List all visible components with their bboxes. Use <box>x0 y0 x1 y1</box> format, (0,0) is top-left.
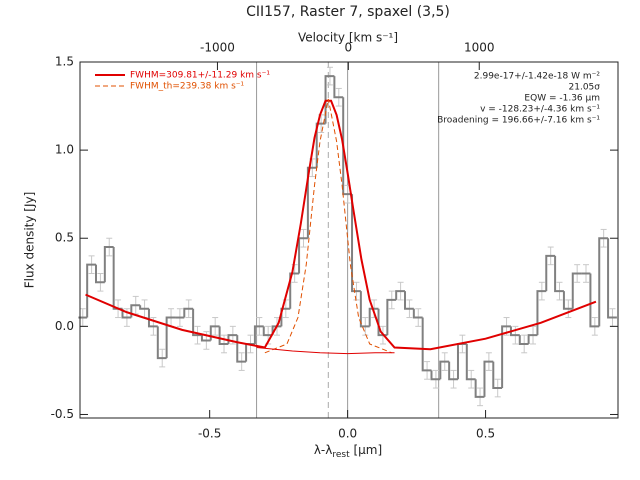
step-bin <box>262 326 273 337</box>
x-axis-label: λ-λrest [μm] <box>314 443 382 460</box>
step-bin <box>147 308 158 328</box>
step-bin <box>589 273 600 328</box>
step-bin <box>607 238 617 319</box>
step-bin <box>439 360 450 380</box>
fit-line <box>85 99 597 351</box>
y-tick-label: 0.0 <box>55 319 74 333</box>
step-bin <box>509 326 520 337</box>
y-tick-label: 1.0 <box>55 143 74 157</box>
step-bin <box>253 325 264 344</box>
step-bin <box>421 317 432 372</box>
step-bin <box>562 291 573 310</box>
step-bin <box>200 335 211 342</box>
step-bin <box>306 166 317 239</box>
step-bin <box>333 76 344 99</box>
step-bin <box>359 291 370 328</box>
fit-line <box>264 98 392 354</box>
step-bin <box>280 307 291 327</box>
step-bin <box>448 361 458 381</box>
x-tick-label: 0.5 <box>476 427 495 441</box>
step-bin <box>103 246 114 283</box>
step-bin <box>518 335 529 345</box>
step-bin <box>218 326 229 345</box>
step-bin <box>121 308 132 319</box>
x-label-part: λ-λ <box>314 443 333 457</box>
x-label-part: [μm] <box>350 443 383 457</box>
annotation: EQW = -1.36 μm <box>524 94 600 104</box>
x2-axis-label: Velocity [km s⁻¹] <box>298 31 398 45</box>
step-bin <box>554 255 564 293</box>
annotation: v = -128.23+/-4.36 km s⁻¹ <box>480 105 600 115</box>
step-bin <box>492 361 503 390</box>
step-bin <box>545 254 556 292</box>
step-bin <box>165 316 176 359</box>
step-bin <box>430 370 441 381</box>
legend-label: FWHM=309.81+/-11.29 km s⁻¹ <box>130 71 270 81</box>
y-tick-label: 0.5 <box>55 231 74 245</box>
x2-tick-label: -1000 <box>200 41 235 55</box>
annotation: 2.99e-17+/-1.42e-18 W m⁻² <box>474 72 601 82</box>
chart-title: CII157, Raster 7, spaxel (3,5) <box>246 4 450 20</box>
y-tick-label: 1.5 <box>55 55 74 69</box>
step-bin <box>536 290 547 336</box>
x-tick-label: 0.0 <box>338 427 357 441</box>
annotation: 21.05σ <box>569 83 601 93</box>
x2-tick-label: 1000 <box>464 41 495 55</box>
step-bin <box>139 305 149 310</box>
legend-label: FWHM_th=239.38 km s⁻¹ <box>130 82 245 92</box>
step-bin <box>192 308 202 337</box>
step-bin <box>86 263 97 318</box>
step-bin <box>404 291 414 310</box>
step-bin <box>483 360 494 397</box>
step-bin <box>324 75 335 124</box>
step-bin <box>289 272 300 309</box>
step-bin <box>95 264 105 284</box>
step-bin <box>527 334 538 344</box>
x-tick-label: -0.5 <box>198 427 221 441</box>
y-tick-label: -0.5 <box>51 407 74 421</box>
step-bin <box>571 272 582 309</box>
step-bin <box>474 379 485 398</box>
step-bin <box>395 290 406 300</box>
annotation: Broadening = 196.66+/-7.16 km s⁻¹ <box>437 116 600 126</box>
step-bin <box>412 308 423 319</box>
step-bin <box>351 194 361 293</box>
step-bin <box>368 307 379 327</box>
y-axis-label: Flux density [Jy] <box>23 192 37 289</box>
fit-line <box>256 347 395 355</box>
step-bin <box>315 122 326 168</box>
step-bin <box>386 298 397 336</box>
step-bin <box>183 307 194 318</box>
step-bin <box>465 343 476 381</box>
step-bin <box>156 326 167 360</box>
x2-tick-label: 0 <box>345 41 353 55</box>
step-bin <box>501 325 511 389</box>
step-bin <box>236 335 247 363</box>
step-bin <box>598 237 609 327</box>
x-label-sub: rest <box>332 450 350 460</box>
plot-frame <box>79 61 619 419</box>
